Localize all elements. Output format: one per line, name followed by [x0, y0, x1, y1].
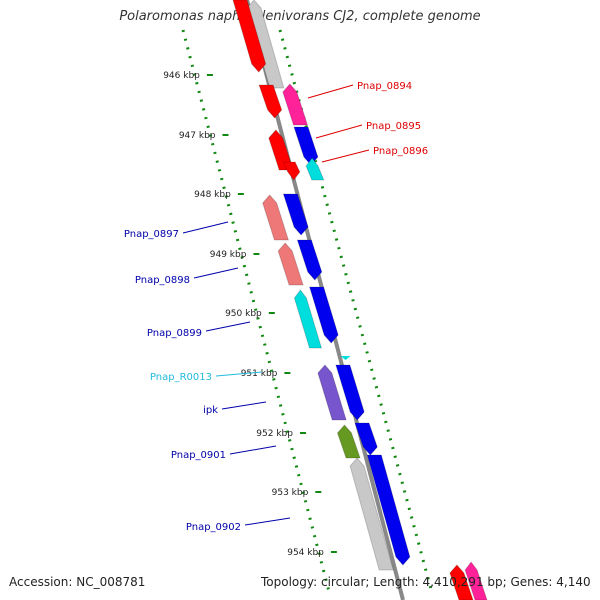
label-connector [205, 321, 251, 332]
tick-label: 947 kbp [179, 131, 216, 141]
gene-block [449, 564, 474, 600]
gene-block [277, 242, 304, 286]
map-title: Polaromonas naphthalenivorans CJ2, compl… [119, 9, 481, 24]
gene-block [268, 129, 294, 171]
gene-label: Pnap_0898 [135, 275, 190, 286]
gene-label: Pnap_0901 [171, 450, 226, 461]
label-connector [321, 149, 370, 163]
gene-label: Pnap_0895 [366, 121, 421, 132]
gene-block [293, 126, 319, 166]
gene-block [336, 424, 361, 459]
label-connector [182, 221, 229, 234]
tick-label: 949 kbp [210, 250, 247, 260]
tick-label: 953 kbp [272, 488, 309, 498]
gene-block [262, 194, 290, 241]
gene-label: Pnap_0897 [124, 229, 179, 240]
gene-label: ipk [203, 405, 218, 416]
gene-block [293, 289, 323, 349]
gene-block [232, 0, 267, 73]
label-connector [244, 517, 291, 526]
gene-block [317, 364, 347, 421]
label-connector [221, 401, 267, 410]
gene-block [282, 193, 309, 236]
cog-track-left [181, 29, 331, 591]
gene-block [464, 561, 488, 600]
label-connector [307, 84, 354, 99]
tick-label: 954 kbp [287, 548, 324, 558]
gene-block [258, 84, 283, 119]
gene-label: Pnap_R0013 [150, 372, 212, 383]
gene-block [305, 157, 325, 181]
gene-label: Pnap_0899 [147, 328, 202, 339]
tick-label: 946 kbp [163, 71, 200, 81]
label-connector [193, 267, 239, 279]
gene-block [335, 364, 365, 421]
gene-block [282, 161, 301, 181]
gene-block [296, 239, 323, 281]
label-connector [215, 371, 263, 377]
accession-text: Accession: NC_008781 [9, 575, 146, 589]
gene-block [308, 286, 339, 344]
topology-text: Topology: circular; Length: 4,410,291 bp… [261, 575, 591, 589]
label-connector [229, 445, 277, 455]
label-connector [315, 124, 363, 139]
tick-label: 952 kbp [256, 429, 293, 439]
gene-label: Pnap_0896 [373, 146, 428, 157]
rna-marker [340, 356, 351, 360]
tick-label: 950 kbp [225, 309, 262, 319]
tick-label: 951 kbp [241, 369, 278, 379]
tick-label: 948 kbp [194, 190, 231, 200]
gene-label: Pnap_0894 [357, 81, 412, 92]
gene-label: Pnap_0902 [186, 522, 241, 533]
gene-block [354, 422, 378, 456]
gene-block [282, 83, 309, 126]
gene-block [366, 454, 411, 566]
gene-block [349, 457, 394, 571]
